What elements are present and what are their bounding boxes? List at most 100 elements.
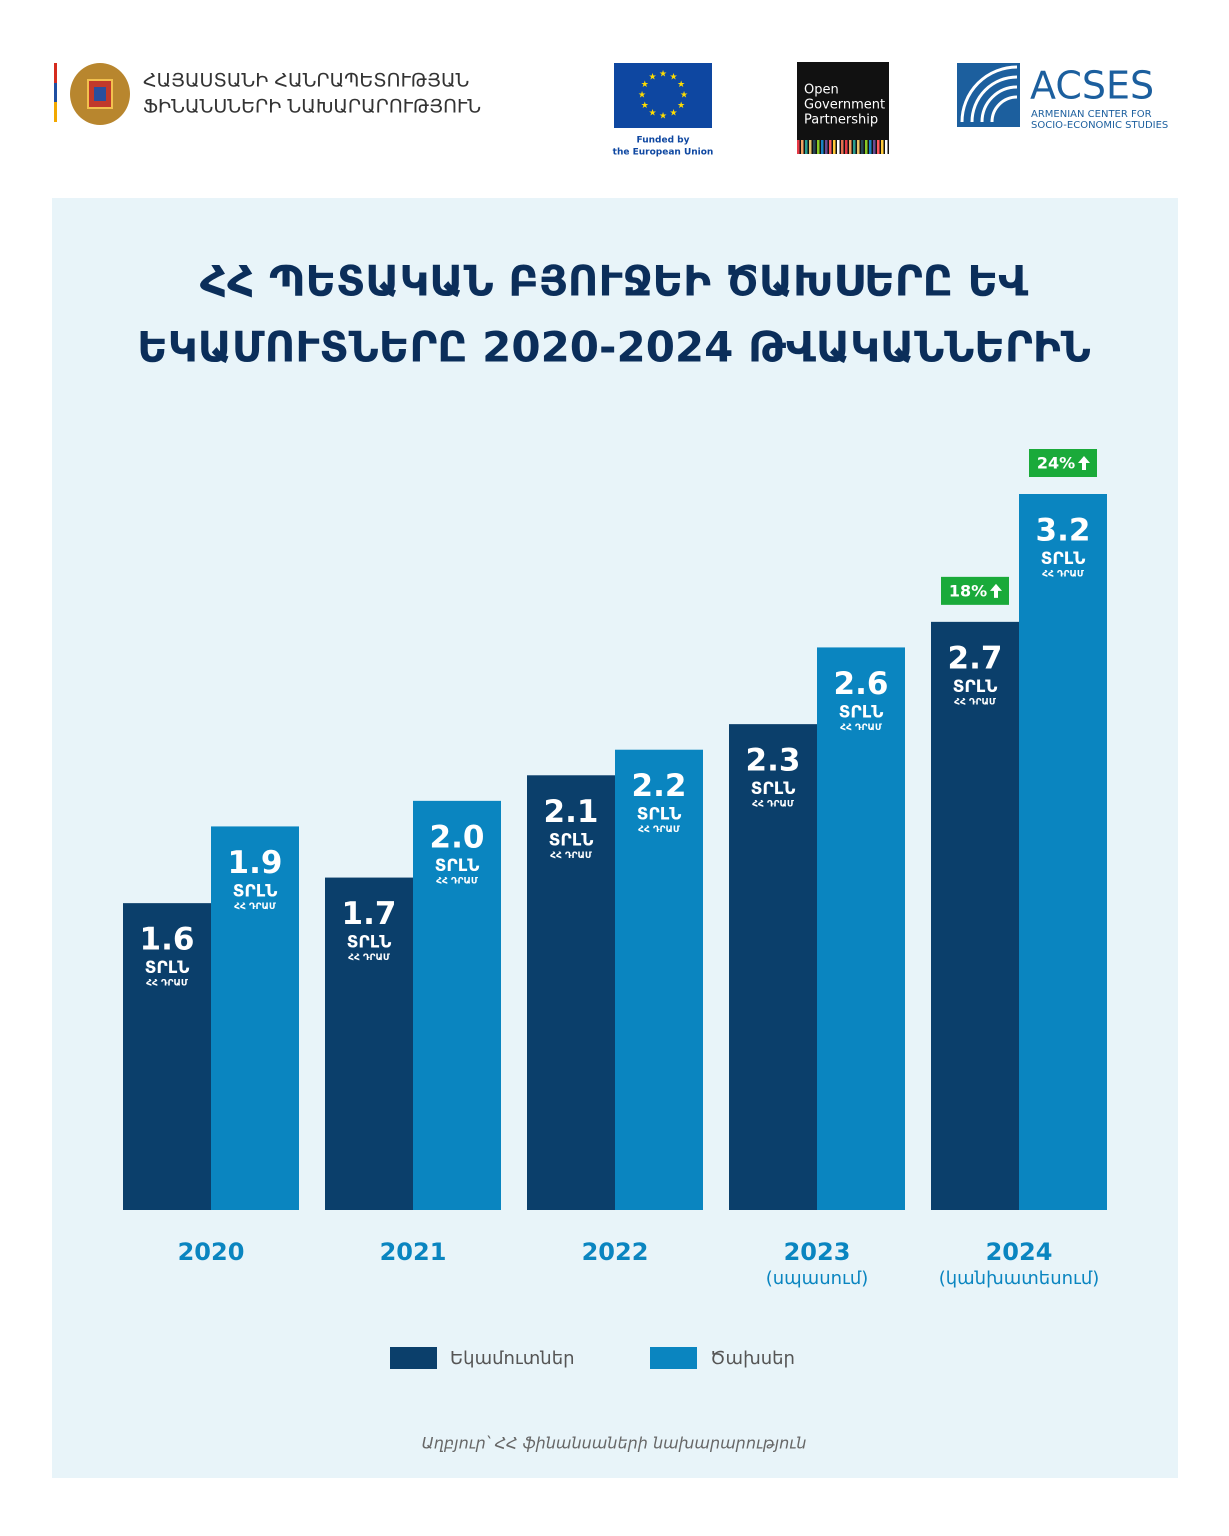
chart-title: ԵԿԱՄՈՒՏՆԵՐԸ 2020-2024 ԹՎԱԿԱՆՆԵՐԻՆ <box>137 323 1091 372</box>
unit-label: ՏՐԼՆ <box>1041 549 1086 569</box>
ogp-stripe <box>805 140 808 154</box>
legend-label: Եկամուտներ <box>450 1348 575 1369</box>
ogp-stripe <box>825 140 828 154</box>
ministry-name: ՀԱՅԱՍՏԱՆԻ ՀԱՆՐԱՊԵՏՈՒԹՅԱՆ <box>143 70 469 92</box>
value-label: 2.0 <box>430 819 485 855</box>
ogp-text: Partnership <box>804 113 878 128</box>
ogp-text: Open <box>804 83 839 98</box>
ogp-stripe <box>849 140 852 154</box>
bar <box>615 749 703 1210</box>
ogp-stripe <box>833 140 836 154</box>
acses-sub: SOCIO-ECONOMIC STUDIES <box>1031 120 1168 131</box>
bar <box>123 903 211 1210</box>
bar <box>817 647 905 1210</box>
legend-swatch <box>390 1347 437 1369</box>
ogp-stripe <box>881 140 884 154</box>
value-label: 2.2 <box>632 768 687 804</box>
ogp-stripe <box>873 140 876 154</box>
ogp-stripe <box>837 140 840 154</box>
acses-name: ACSES <box>1030 64 1154 108</box>
value-label: 2.1 <box>544 794 599 830</box>
eu-star: ★ <box>659 70 667 80</box>
acses-icon <box>957 63 1020 127</box>
ogp-stripe <box>877 140 880 154</box>
ogp-stripe <box>817 140 820 154</box>
acses-sub: ARMENIAN CENTER FOR <box>1031 109 1152 120</box>
x-tick-label: 2022 <box>582 1238 649 1266</box>
bar <box>931 621 1019 1210</box>
unit-label: ՏՐԼՆ <box>751 779 796 799</box>
ogp-stripe <box>845 140 848 154</box>
unit-sub-label: ՀՀ ԴՐԱՄ <box>348 953 391 963</box>
ogp-stripe <box>865 140 868 154</box>
bar <box>413 800 501 1210</box>
unit-label: ՏՐԼՆ <box>549 830 594 850</box>
ogp-stripe <box>797 140 800 154</box>
eu-star: ★ <box>677 80 685 90</box>
eu-star: ★ <box>669 72 677 82</box>
ogp-stripe <box>869 140 872 154</box>
eu-text: Funded by <box>637 136 690 146</box>
unit-label: ՏՐԼՆ <box>347 933 392 953</box>
x-tick-note: (կանխատեսում) <box>939 1268 1100 1289</box>
unit-sub-label: ՀՀ ԴՐԱՄ <box>954 697 997 707</box>
ministry-name: ՖԻՆԱՆՍՆԵՐԻ ՆԱԽԱՐԱՐՈՒԹՅՈՒՆ <box>143 96 481 118</box>
x-tick-label: 2024 <box>986 1238 1053 1266</box>
growth-arrow <box>1078 456 1090 470</box>
growth-label: 18% <box>949 581 987 600</box>
eu-text: the European Union <box>613 148 714 158</box>
source: Աղբյուր՝ ՀՀ ֆինանսաների նախարարություն <box>422 1434 807 1453</box>
unit-label: ՏՐԼՆ <box>953 677 998 697</box>
bar <box>729 724 817 1210</box>
unit-sub-label: ՀՀ ԴՐԱՄ <box>1042 570 1085 580</box>
bar <box>325 877 413 1210</box>
eu-star: ★ <box>659 112 667 122</box>
unit-sub-label: ՀՀ ԴՐԱՄ <box>550 851 593 861</box>
ogp-stripe <box>885 140 888 154</box>
value-label: 2.6 <box>834 666 889 702</box>
growth-arrow <box>990 583 1002 598</box>
value-label: 2.3 <box>746 743 801 779</box>
ogp-stripe <box>841 140 844 154</box>
value-label: 3.2 <box>1036 513 1091 549</box>
value-label: 1.6 <box>140 922 195 958</box>
ogp-stripe <box>829 140 832 154</box>
value-label: 1.7 <box>342 896 397 932</box>
unit-label: ՏՐԼՆ <box>839 702 884 722</box>
bar <box>211 826 299 1210</box>
ogp-stripe <box>801 140 804 154</box>
x-tick-label: 2021 <box>380 1238 447 1266</box>
unit-sub-label: ՀՀ ԴՐԱՄ <box>840 723 883 733</box>
value-label: 1.9 <box>228 845 283 881</box>
unit-label: ՏՐԼՆ <box>145 958 190 978</box>
unit-label: ՏՐԼՆ <box>435 856 480 876</box>
x-tick-label: 2020 <box>178 1238 245 1266</box>
legend-swatch <box>650 1347 697 1369</box>
eu-star: ★ <box>648 109 656 119</box>
eu-star: ★ <box>638 91 646 101</box>
eu-star: ★ <box>669 109 677 119</box>
eu-flag: ★★★★★★★★★ ★ ★★ <box>614 63 712 128</box>
unit-sub-label: ՀՀ ԴՐԱՄ <box>234 902 277 912</box>
ogp-stripe <box>857 140 860 154</box>
unit-sub-label: ՀՀ ԴՐԱՄ <box>638 825 681 835</box>
unit-label: ՏՐԼՆ <box>233 881 278 901</box>
unit-label: ՏՐԼՆ <box>637 805 682 825</box>
chart-title: ՀՀ ՊԵՏԱԿԱՆ ԲՅՈՒՋԵԻ ԾԱԽՍԵՐԸ ԵՎ <box>200 257 1029 306</box>
ogp-stripe <box>813 140 816 154</box>
unit-sub-label: ՀՀ ԴՐԱՄ <box>436 876 479 886</box>
unit-sub-label: ՀՀ ԴՐԱՄ <box>146 979 189 989</box>
unit-sub-label: ՀՀ ԴՐԱՄ <box>752 800 795 810</box>
bar <box>527 775 615 1210</box>
ogp-stripe <box>853 140 856 154</box>
eu-star: ★ <box>680 91 688 101</box>
ministry-logo <box>54 63 130 125</box>
eu-star: ★ <box>641 101 649 111</box>
ogp-stripe <box>809 140 812 154</box>
ogp-text: Government <box>804 98 885 113</box>
ogp-stripe <box>821 140 824 154</box>
x-tick-label: 2023 <box>784 1238 851 1266</box>
eu-star: ★ <box>648 72 656 82</box>
